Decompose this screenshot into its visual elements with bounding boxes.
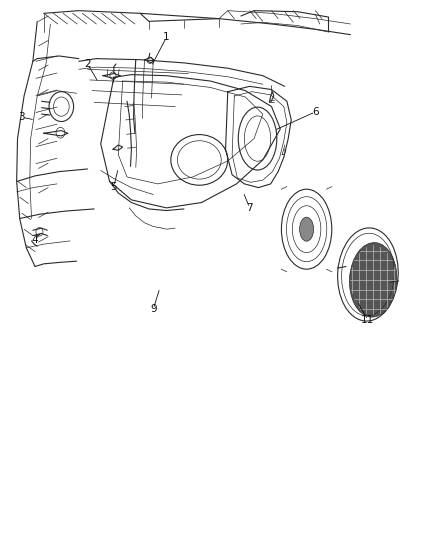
- Text: 5: 5: [110, 182, 117, 191]
- Text: 6: 6: [312, 107, 319, 117]
- Ellipse shape: [300, 217, 314, 241]
- Ellipse shape: [350, 243, 397, 317]
- Text: 11: 11: [361, 315, 374, 325]
- Text: 4: 4: [32, 235, 39, 245]
- Text: 2: 2: [84, 59, 91, 69]
- Text: 7: 7: [246, 203, 253, 213]
- Text: 9: 9: [150, 304, 157, 314]
- Text: 3: 3: [18, 112, 25, 122]
- Text: 1: 1: [163, 33, 170, 42]
